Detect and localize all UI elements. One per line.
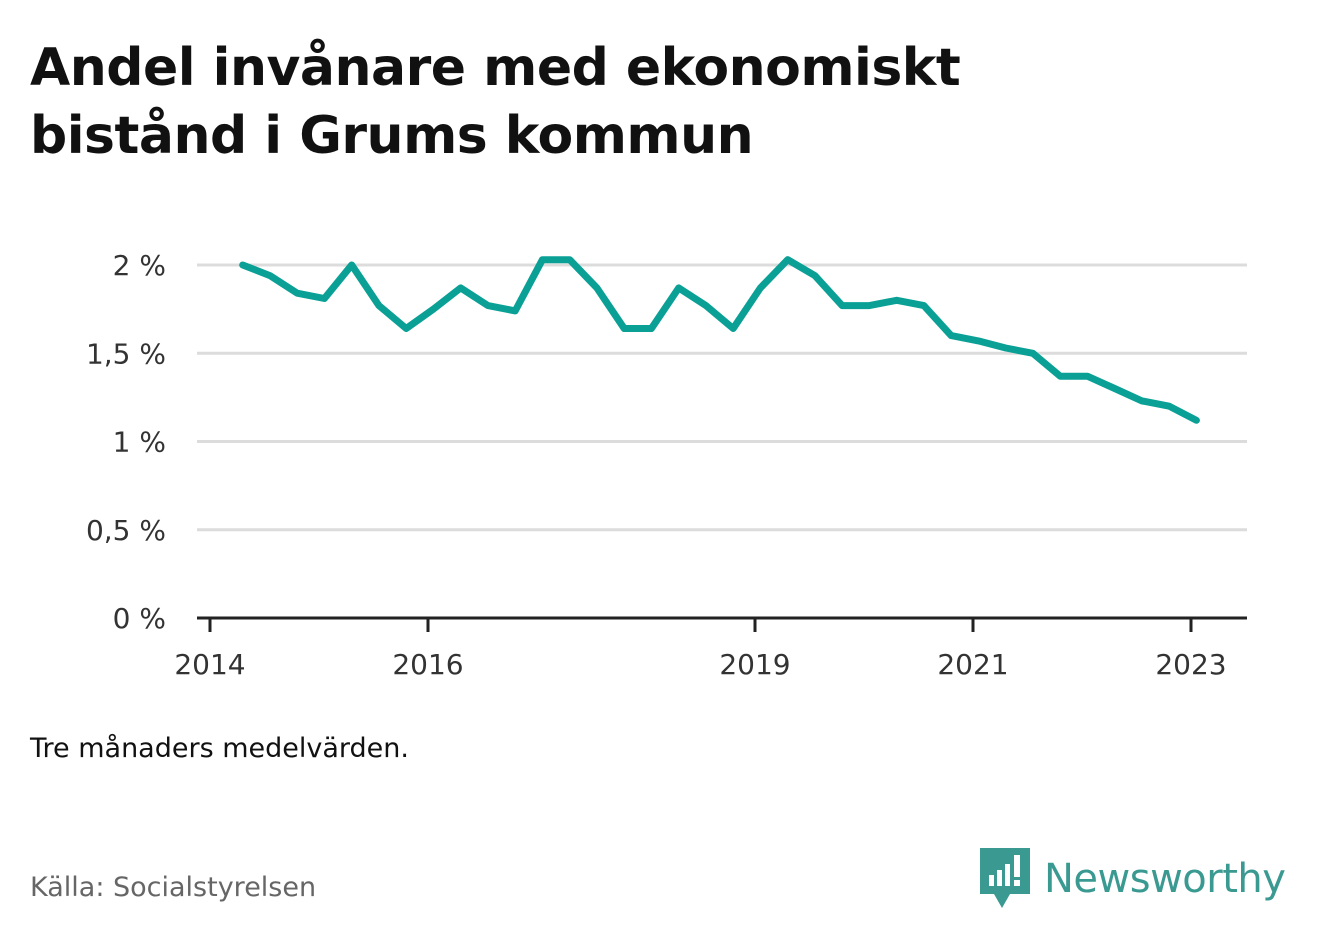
data-point — [430, 306, 437, 313]
series-line — [239, 256, 1200, 424]
data-point — [648, 325, 655, 332]
x-axis-ticks: 2014 2016 2019 2021 2023 — [174, 618, 1227, 681]
x-tick-label: 2023 — [1155, 648, 1226, 681]
series-points — [239, 256, 1200, 424]
y-tick-label: 1,5 % — [86, 337, 166, 370]
source-credit: Källa: Socialstyrelsen — [30, 872, 317, 903]
data-point — [403, 325, 410, 332]
data-point — [621, 325, 628, 332]
y-tick-label: 0 % — [113, 602, 166, 635]
chart-title: Andel invånare med ekonomiskt bistånd i … — [30, 34, 1230, 170]
chart-title-line-2: bistånd i Grums kommun — [30, 106, 754, 166]
data-point — [484, 302, 491, 309]
data-point — [1138, 397, 1145, 404]
data-point — [839, 302, 846, 309]
gridlines — [197, 263, 1247, 532]
line-chart: 0 % 0,5 % 1 % 1,5 % 2 % 2014 2016 2019 2021 2023 — [86, 249, 1247, 681]
data-point — [294, 290, 301, 297]
data-point — [1057, 373, 1064, 380]
data-point — [1111, 385, 1118, 392]
y-tick-label: 1 % — [113, 426, 166, 459]
data-point — [566, 256, 573, 263]
data-point — [1002, 345, 1009, 351]
data-point — [266, 272, 273, 279]
data-point — [702, 302, 709, 309]
data-point — [1084, 373, 1091, 380]
x-tick-label: 2016 — [392, 648, 463, 681]
data-point — [321, 295, 328, 302]
data-point — [866, 302, 873, 309]
x-tick-label: 2014 — [174, 648, 245, 681]
data-point — [675, 284, 682, 291]
y-tick-label: 2 % — [113, 249, 166, 282]
data-point — [1166, 403, 1173, 410]
data-point — [948, 332, 955, 339]
data-point — [512, 307, 519, 314]
newsworthy-brand[interactable]: Newsworthy — [980, 846, 1286, 912]
data-point — [1029, 350, 1036, 357]
data-point — [757, 284, 764, 291]
chart-title-line-1: Andel invånare med ekonomiskt — [30, 38, 961, 98]
data-point — [239, 262, 246, 268]
x-tick-label: 2021 — [937, 648, 1008, 681]
y-axis-tick-labels: 0 % 0,5 % 1 % 1,5 % 2 % — [86, 249, 166, 635]
newsworthy-logo-icon — [980, 848, 1030, 908]
data-point — [730, 325, 737, 332]
data-point — [593, 284, 600, 291]
data-point — [811, 272, 818, 279]
data-point — [539, 256, 546, 263]
data-point — [457, 284, 464, 291]
chart-note: Tre månaders medelvärden. — [30, 733, 409, 764]
data-point — [375, 302, 382, 309]
y-tick-label: 0,5 % — [86, 514, 166, 547]
data-point — [893, 297, 900, 304]
data-point — [920, 302, 927, 309]
data-point — [348, 262, 355, 268]
data-point — [975, 337, 982, 344]
x-tick-label: 2019 — [719, 648, 790, 681]
data-point — [1193, 417, 1200, 424]
data-point — [784, 256, 791, 263]
brand-name: Newsworthy — [1044, 856, 1286, 902]
